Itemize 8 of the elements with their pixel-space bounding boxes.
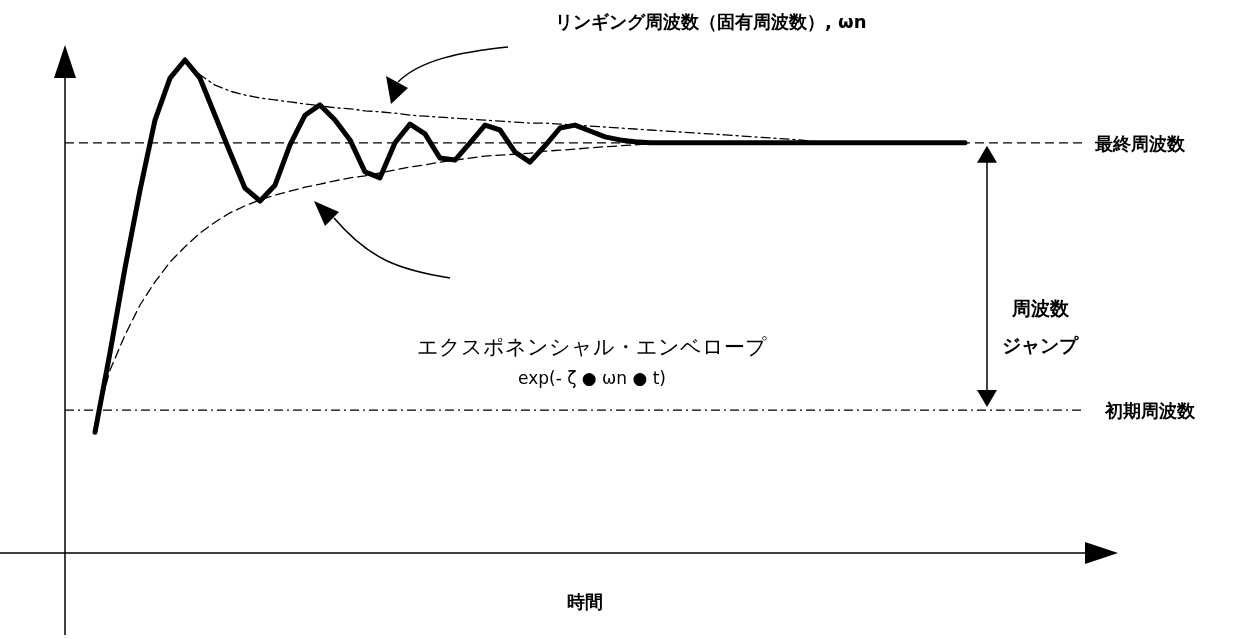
- text: ジャンプ: [1002, 334, 1079, 356]
- annotation: エクスポネンシャル・エンベロープ: [417, 335, 767, 359]
- annotation: exp(- ζ ● ωn ● t): [517, 368, 667, 388]
- ref-line-label: 最終周波数: [1094, 132, 1186, 154]
- text: リンギング周波数（固有周波数）, ωn: [555, 11, 867, 32]
- ref-line-label: 初期周波数: [1104, 400, 1196, 422]
- x-axis-title: 時間: [567, 591, 603, 612]
- text: 周波数: [1010, 297, 1070, 319]
